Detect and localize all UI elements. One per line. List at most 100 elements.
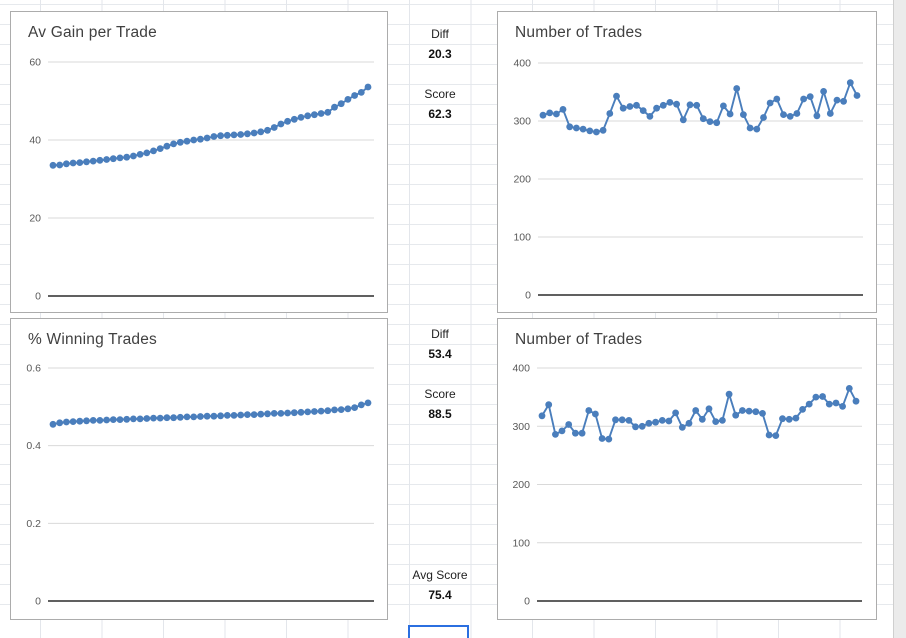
series-marker (633, 101, 640, 109)
chart-number-of-trades-bottom[interactable]: Number of Trades 0 100 200 300 400 (497, 318, 877, 620)
series-marker (270, 124, 278, 131)
series-marker (845, 385, 853, 392)
series-marker (244, 411, 251, 418)
series-marker (585, 407, 593, 414)
series-marker (150, 147, 157, 155)
series-marker (719, 417, 726, 424)
series-marker (645, 419, 653, 427)
series-marker (840, 97, 847, 105)
series-marker (96, 156, 104, 164)
line-chart-svg: 0 20 40 60 (29, 57, 374, 303)
series-marker (277, 120, 285, 128)
series-marker (572, 429, 579, 437)
series-marker (819, 393, 826, 400)
selected-cell-outline[interactable] (408, 625, 469, 638)
series-marker (297, 408, 305, 416)
series-marker (197, 413, 204, 420)
series-marker (357, 89, 365, 96)
series-marker (846, 79, 854, 87)
series-marker (69, 159, 77, 167)
series-marker (123, 415, 131, 423)
cell-score-value-bottom[interactable]: 88.5 (428, 407, 452, 421)
series-marker (698, 415, 706, 423)
series-marker (658, 417, 666, 424)
cell-score-label-top[interactable]: Score (424, 87, 456, 101)
series-marker (799, 406, 806, 413)
series-marker (311, 111, 318, 119)
series-marker (337, 406, 345, 413)
cell-avg-score-value[interactable]: 75.4 (428, 588, 452, 602)
series-marker (546, 109, 554, 117)
series-marker (632, 423, 639, 431)
series-marker (197, 135, 204, 143)
sheet-right-edge-strip (893, 0, 906, 638)
cell-diff-label-top[interactable]: Diff (431, 27, 449, 41)
series-marker (136, 151, 144, 158)
series-marker (559, 106, 567, 113)
y-tick-label: 100 (512, 537, 530, 549)
cell-score-value-top[interactable]: 62.3 (428, 107, 452, 121)
series-marker (833, 96, 841, 104)
cell-score-label-bottom[interactable]: Score (424, 387, 456, 401)
cell-diff-value-bottom[interactable]: 53.4 (428, 347, 452, 361)
cell-avg-score-label[interactable]: Avg Score (412, 568, 468, 582)
series-marker (116, 154, 124, 162)
series-marker (793, 110, 801, 117)
series-marker (699, 115, 707, 123)
series-marker (853, 92, 861, 99)
series-marker (190, 413, 198, 421)
chart-title: Number of Trades (515, 331, 643, 348)
series-marker (277, 410, 285, 417)
y-tick-label: 300 (512, 421, 530, 433)
series-marker (250, 129, 258, 137)
line-chart-svg: 0 100 200 300 400 (513, 58, 863, 302)
series-marker (565, 421, 573, 428)
series-marker (552, 431, 559, 438)
line-chart-svg: 0 0.2 0.4 0.6 (26, 363, 374, 608)
cell-diff-label-bottom[interactable]: Diff (431, 327, 449, 341)
series-marker (230, 131, 238, 139)
y-tick-label: 0 (525, 290, 531, 302)
series-marker (163, 414, 171, 422)
series-marker (639, 107, 647, 114)
cell-diff-value-top[interactable]: 20.3 (428, 47, 452, 61)
series-marker (317, 407, 325, 415)
chart-title: Number of Trades (515, 24, 643, 41)
series-marker (619, 104, 627, 112)
chart-number-of-trades-top[interactable]: Number of Trades 0 100 200 300 400 (497, 11, 877, 313)
series-marker (217, 132, 225, 140)
series-marker (599, 126, 607, 134)
series-marker (89, 157, 97, 165)
series-marker (806, 93, 814, 100)
series-marker (63, 418, 70, 426)
series-marker (725, 390, 733, 398)
series-marker (618, 416, 626, 424)
series-marker (351, 92, 358, 99)
series-marker (257, 128, 265, 136)
series-marker (792, 414, 800, 422)
series-marker (237, 411, 245, 419)
series-marker (56, 419, 64, 427)
series-marker (852, 397, 860, 405)
series-marker (331, 103, 338, 111)
series-marker (203, 134, 211, 142)
series-marker (566, 123, 574, 131)
series-marker (812, 393, 820, 401)
series-marker (210, 412, 218, 420)
series-marker (364, 399, 372, 407)
chart-pct-winning-trades[interactable]: % Winning Trades 0 0.2 0.4 0.6 (10, 318, 388, 620)
series-marker (244, 130, 251, 138)
line-chart-svg: 0 100 200 300 400 (512, 363, 862, 608)
series-marker (176, 413, 184, 421)
chart-av-gain-per-trade[interactable]: Av Gain per Trade 0 20 40 60 (10, 11, 388, 313)
series-marker (109, 416, 117, 423)
y-tick-label: 60 (29, 57, 41, 69)
series-marker (779, 415, 786, 423)
series-marker (558, 427, 566, 435)
series-marker (130, 152, 137, 160)
series-marker (364, 83, 372, 91)
chart-title: % Winning Trades (28, 331, 157, 348)
series-marker (685, 419, 693, 427)
series-marker (89, 417, 97, 424)
series-marker (578, 429, 586, 437)
